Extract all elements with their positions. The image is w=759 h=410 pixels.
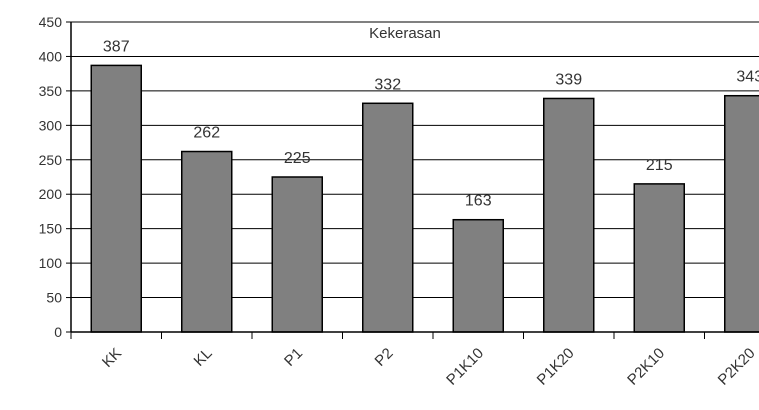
- bar-p2k10: [633, 183, 685, 333]
- bar-p2: [362, 102, 414, 333]
- x-tick-label: KK: [99, 345, 125, 371]
- x-tick-label: KL: [191, 345, 216, 370]
- y-tick-label: 0: [54, 324, 62, 340]
- x-tick-label: P1K20: [534, 345, 578, 389]
- data-label: 387: [103, 38, 130, 55]
- data-label: 163: [465, 193, 492, 210]
- chart-title: Kekerasan: [369, 25, 441, 42]
- y-tick-label: 200: [39, 186, 63, 202]
- y-tick-label: 250: [39, 152, 63, 168]
- axes: [70, 22, 759, 333]
- bar-kl: [181, 150, 233, 333]
- x-tick-label: P1K10: [443, 345, 487, 389]
- bar-p1k10: [452, 218, 504, 333]
- bar-kk: [90, 64, 142, 333]
- y-tick-label: 300: [39, 117, 63, 133]
- x-tick-label: P2K10: [624, 345, 668, 389]
- data-labels: 387 262 225 332 163 339 215 343: [103, 38, 759, 209]
- y-tick-label: 50: [46, 290, 62, 306]
- data-label: 215: [646, 157, 673, 174]
- data-label: 339: [555, 71, 582, 88]
- bar-p1k20: [543, 97, 595, 333]
- bar-p1: [271, 176, 323, 333]
- y-tick-label: 400: [39, 48, 63, 64]
- y-tick-label: 150: [39, 221, 63, 237]
- data-label: 225: [284, 150, 311, 167]
- x-tick-label: P1: [281, 345, 306, 370]
- y-tick-label: 450: [39, 14, 63, 30]
- x-tick-label: P2: [372, 345, 397, 370]
- x-axis-ticks: KK KL P1 P2 P1K10 P1K20 P2K10 P2K20: [70, 332, 759, 389]
- bars: [90, 64, 759, 333]
- y-axis-ticks: 0 50 100 150 200 250 300 350 400 450: [39, 14, 71, 340]
- data-label: 332: [374, 76, 401, 93]
- y-tick-label: 350: [39, 83, 63, 99]
- data-label: 343: [736, 69, 759, 86]
- bar-p2k20: [724, 94, 759, 333]
- data-label: 262: [193, 125, 220, 142]
- y-tick-label: 100: [39, 255, 63, 271]
- x-tick-label: P2K20: [715, 345, 759, 389]
